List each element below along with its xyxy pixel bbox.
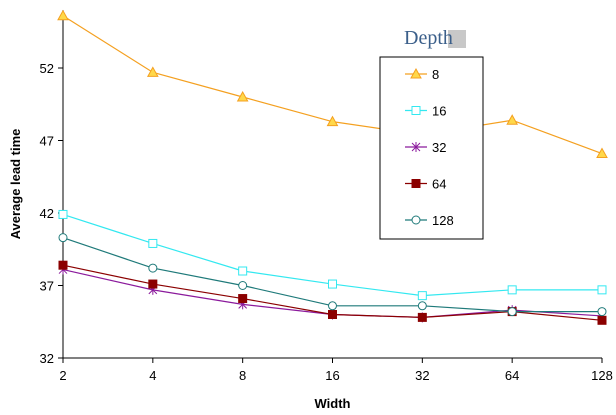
y-axis-title: Average lead time (8, 129, 23, 240)
data-point-marker (417, 312, 427, 322)
data-point-marker (328, 279, 337, 289)
x-tick-label: 4 (149, 368, 156, 383)
data-point-marker (411, 215, 421, 225)
data-point-marker (326, 115, 339, 127)
legend-item-32: 32 (405, 140, 446, 155)
legend-title: Depth (404, 27, 453, 49)
data-point-marker (238, 281, 248, 290)
series-line (62, 237, 602, 313)
x-tick-label: 64 (505, 368, 519, 383)
series-line (62, 15, 603, 155)
data-point-marker (411, 179, 421, 188)
data-point-marker (597, 307, 607, 317)
legend-title-background (448, 30, 466, 48)
data-point-marker (507, 285, 517, 295)
data-point-marker (328, 310, 337, 319)
y-tick-label: 32 (40, 351, 54, 366)
data-point-marker (597, 285, 607, 295)
data-point-marker (507, 307, 517, 317)
data-point-marker (238, 294, 248, 304)
legend-label: 16 (432, 104, 446, 119)
y-tick-label: 42 (40, 206, 54, 221)
series-8 (57, 9, 608, 159)
data-point-marker (238, 266, 248, 276)
x-tick-label: 128 (591, 368, 613, 383)
x-tick-label: 8 (239, 368, 246, 383)
legend-item-16: 16 (405, 104, 446, 119)
data-point-marker (328, 301, 337, 311)
data-point-marker (411, 106, 421, 115)
data-point-marker (597, 315, 607, 325)
legend-label: 64 (432, 177, 446, 192)
data-point-marker (58, 209, 68, 219)
data-point-marker (148, 263, 158, 273)
data-point-marker (506, 114, 519, 125)
data-point-marker (596, 147, 608, 159)
series-128 (58, 233, 607, 317)
data-point-marker (148, 279, 158, 289)
y-tick-label: 47 (40, 134, 54, 149)
x-tick-label: 32 (415, 368, 429, 383)
data-point-marker (417, 291, 427, 301)
data-point-marker (146, 66, 159, 77)
data-point-marker (236, 90, 249, 102)
legend-label: 128 (432, 213, 454, 228)
y-ticks: 32 37 42 47 52 (40, 61, 63, 366)
series-64 (58, 260, 607, 325)
x-tick-label: 16 (325, 368, 339, 383)
legend: Depth 8 16 32 64 128 (379, 27, 484, 240)
legend-item-64: 64 (405, 177, 446, 192)
plot-area: 32 37 42 47 52 2 4 8 16 32 64 128 (40, 9, 613, 383)
data-point-marker (417, 301, 427, 311)
y-tick-label: 52 (40, 61, 54, 76)
legend-items: 8 16 32 64 128 (405, 67, 454, 228)
legend-item-8: 8 (405, 67, 439, 82)
data-point-marker (58, 233, 68, 243)
data-point-marker (148, 238, 158, 248)
x-axis-title: Width (315, 396, 351, 411)
data-point-marker (57, 9, 69, 21)
x-ticks: 2 4 8 16 32 64 128 (59, 358, 613, 383)
legend-item-128: 128 (405, 213, 454, 228)
data-point-marker (58, 260, 68, 270)
series-16 (58, 209, 607, 301)
series-layer (57, 9, 608, 325)
data-point-marker (411, 142, 421, 152)
data-point-marker (410, 67, 422, 79)
legend-label: 8 (432, 67, 439, 82)
y-tick-label: 37 (40, 279, 54, 294)
legend-box (379, 56, 484, 240)
legend-label: 32 (432, 140, 446, 155)
x-tick-label: 2 (59, 368, 66, 383)
